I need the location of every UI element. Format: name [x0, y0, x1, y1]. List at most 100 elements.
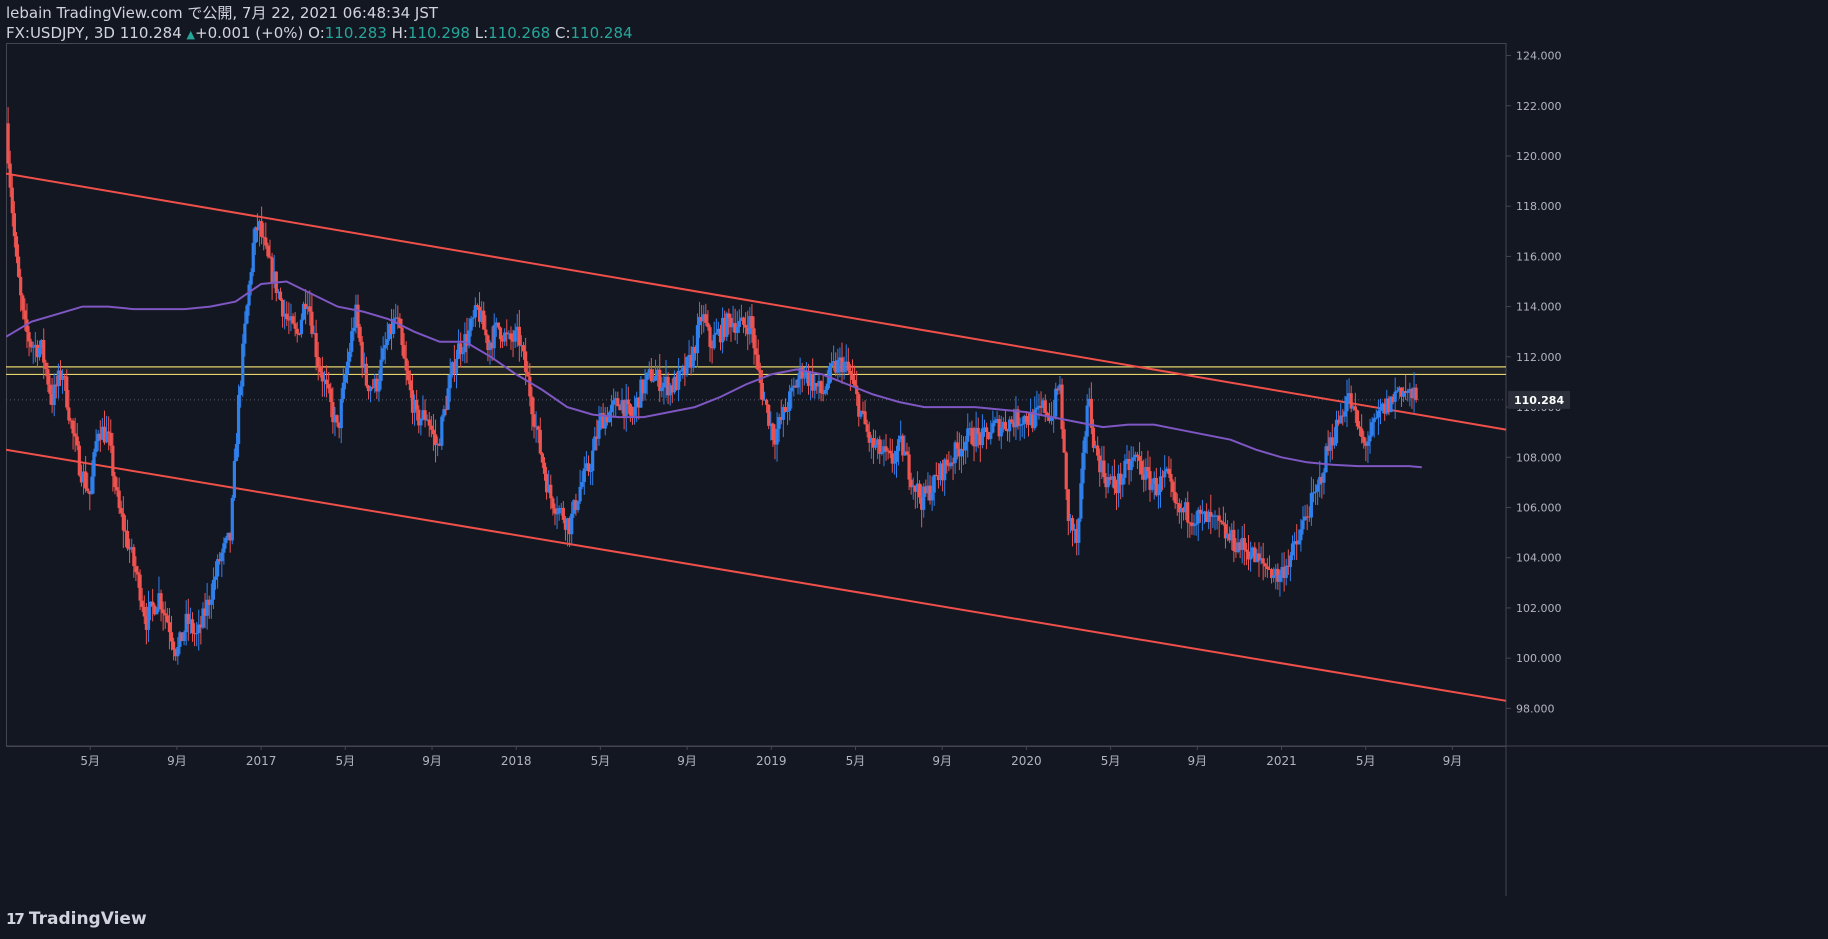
candle-body — [230, 497, 234, 541]
x-tick-label: 5月 — [1101, 754, 1121, 768]
candle-body — [1307, 516, 1311, 518]
candle-body — [1360, 428, 1364, 437]
candle-body — [475, 305, 480, 307]
candle-body — [190, 619, 195, 634]
tradingview-logo-icon: 17 — [6, 910, 25, 928]
candle-body — [107, 431, 111, 433]
candle-body — [473, 305, 477, 318]
price-chart[interactable]: 98.000 100.000 102.000 104.000 106.000 108.00… — [5, 43, 1828, 896]
candle-body — [666, 376, 670, 396]
candle-body — [1293, 541, 1297, 544]
candle-body — [1401, 391, 1406, 397]
candle-body — [714, 332, 718, 335]
candle-body — [27, 332, 31, 342]
candle-body — [672, 376, 676, 393]
candle-body — [1089, 398, 1093, 428]
candle-body — [186, 613, 190, 624]
candle-body — [406, 370, 410, 381]
candle-body — [1181, 508, 1186, 513]
tradingview-logo[interactable]: 17 TradingView — [6, 909, 147, 929]
candle-body — [1284, 565, 1288, 578]
brand-name: TradingView — [28, 909, 147, 929]
candle-body — [632, 406, 637, 416]
candle-body — [582, 468, 586, 483]
candle-body — [163, 613, 167, 616]
candle-body — [1154, 477, 1158, 496]
candle-body — [394, 317, 398, 319]
candle-body — [1016, 409, 1020, 427]
candle-body — [838, 357, 842, 360]
candle-body — [144, 616, 148, 630]
symbol-legend[interactable]: FX:USDJPY, 3D 110.284 ▲+0.001 (+0%) O:11… — [6, 24, 633, 44]
candle-body — [345, 361, 350, 375]
time-axis: 5月 9月 2017 5月 9月 2018 5月 9月 2019 5月 9月 2020 5月 9月 2021… — [80, 746, 1462, 768]
candle-body — [609, 404, 614, 413]
candle-body — [10, 187, 14, 214]
candle-body — [96, 433, 100, 442]
candle-body — [867, 431, 871, 443]
candle-body — [635, 397, 639, 407]
candle-body — [1068, 518, 1073, 521]
candle-body — [232, 461, 236, 498]
candle-body — [322, 379, 327, 382]
candle-body — [1081, 452, 1085, 484]
candle-body — [1211, 515, 1215, 517]
candle-body — [287, 319, 291, 321]
candle-body — [920, 497, 924, 510]
candle-body — [383, 345, 387, 349]
candle-body — [674, 376, 679, 390]
candle-body — [758, 369, 762, 384]
candle-body — [542, 462, 547, 474]
candle-body — [192, 633, 197, 635]
candle-body — [708, 327, 712, 347]
candle-body — [1381, 403, 1385, 410]
candle-body — [1060, 384, 1064, 430]
candle-body — [1330, 437, 1334, 446]
candle-body — [94, 441, 98, 453]
candle-body — [844, 361, 848, 363]
candle-body — [591, 450, 595, 471]
candle-body — [718, 328, 723, 343]
candle-body — [1207, 511, 1211, 522]
candle-body — [1119, 473, 1123, 485]
candle-body — [429, 425, 433, 430]
candle-body — [813, 383, 817, 391]
candle-body — [128, 548, 132, 550]
chart-area[interactable]: 98.000 100.000 102.000 104.000 106.000 108.00… — [5, 43, 1828, 896]
candle-body — [1022, 415, 1026, 425]
candle-body — [1110, 476, 1114, 480]
candle-body — [756, 354, 760, 370]
candle-body — [993, 420, 997, 424]
candle-body — [1408, 388, 1412, 391]
candle-body — [880, 452, 884, 454]
candle-body — [932, 474, 936, 493]
candle-body — [138, 574, 142, 601]
candle-body — [134, 566, 138, 573]
candle-body — [295, 328, 299, 334]
candle-body — [459, 343, 463, 355]
candle-body — [507, 333, 511, 335]
candle-body — [691, 347, 695, 368]
candle-body — [1412, 387, 1416, 399]
candle-body — [379, 359, 383, 381]
candle-body — [245, 305, 249, 324]
candle-body — [1112, 476, 1117, 489]
candle-body — [119, 508, 123, 514]
candle-body — [48, 384, 52, 394]
candle-body — [876, 439, 880, 446]
candle-body — [1020, 424, 1024, 426]
candle-body — [825, 383, 829, 390]
candle-body — [316, 357, 320, 367]
candle-body — [930, 492, 934, 501]
candle-body — [618, 406, 622, 411]
candle-body — [207, 599, 211, 605]
candle-body — [953, 442, 957, 464]
candle-body — [695, 325, 700, 354]
low-value: 110.268 — [488, 24, 551, 42]
candle-body — [788, 391, 792, 411]
candle-body — [1205, 511, 1209, 522]
candle-body — [452, 362, 456, 374]
candle-body — [1194, 523, 1198, 525]
candle-body — [641, 379, 645, 394]
candle-body — [35, 344, 40, 358]
